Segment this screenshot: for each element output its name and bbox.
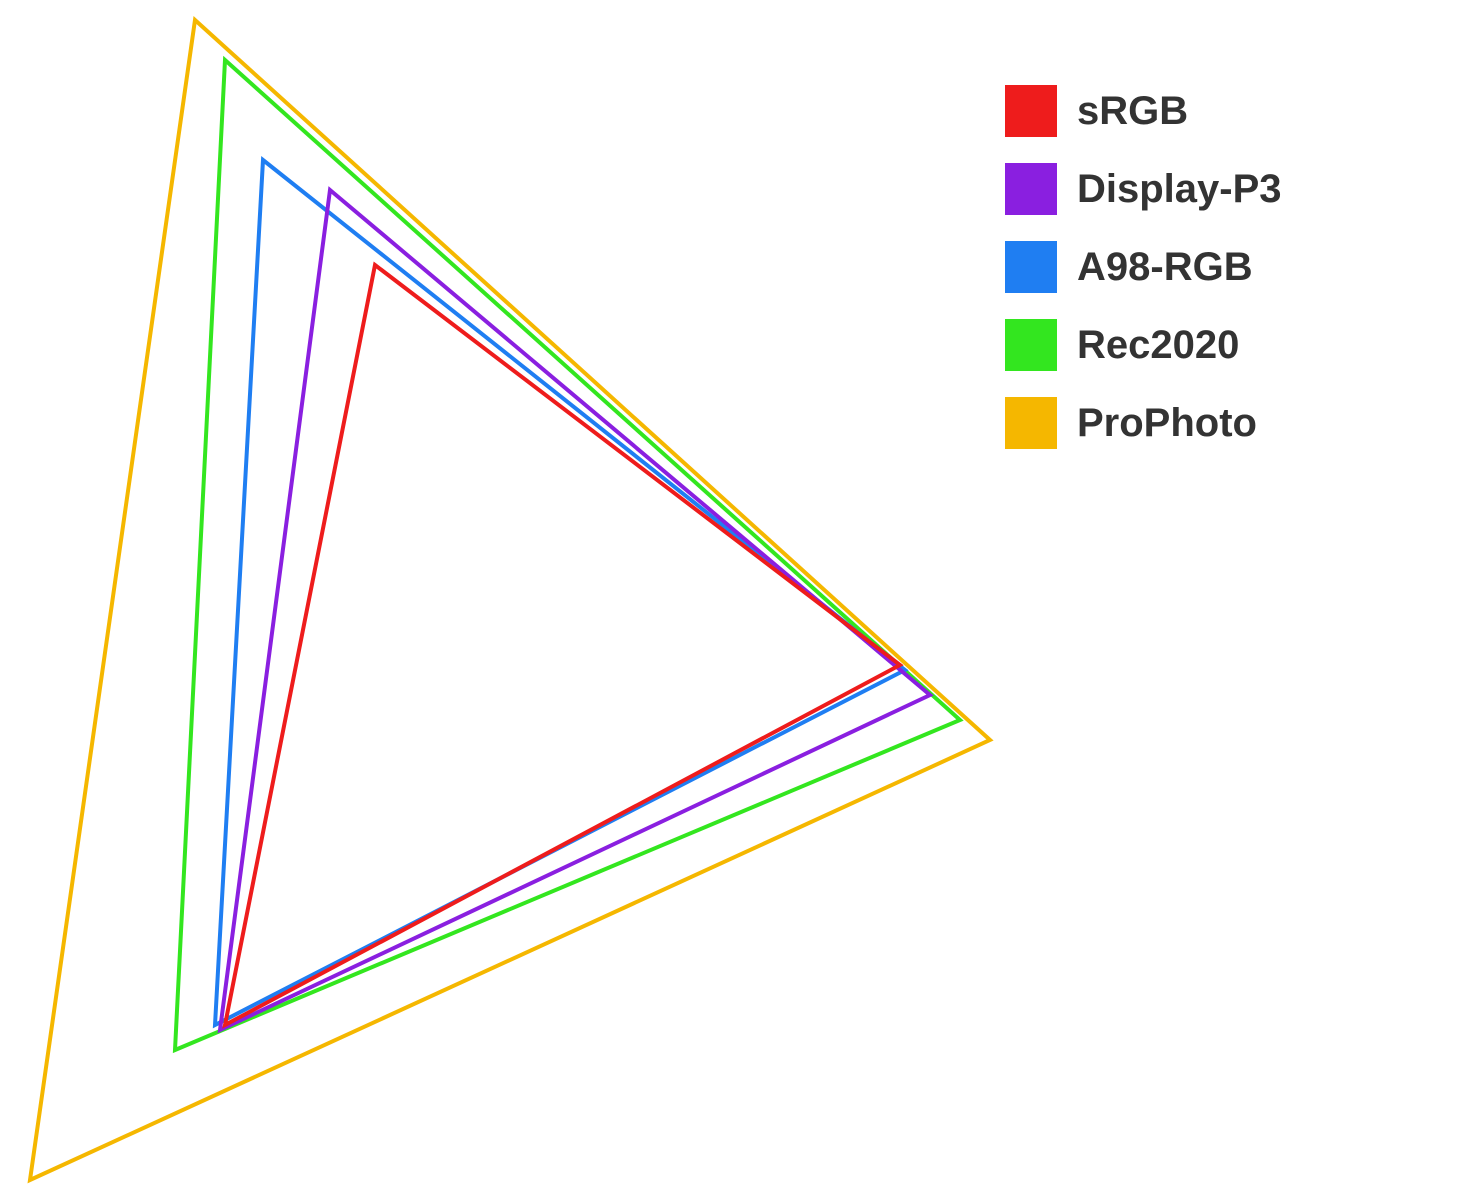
legend-swatch-srgb (1005, 85, 1057, 137)
legend-swatch-prophoto (1005, 397, 1057, 449)
legend-label-a98rgb: A98-RGB (1077, 245, 1253, 290)
legend: sRGB Display-P3 A98-RGB Rec2020 ProPhoto (1005, 72, 1282, 462)
legend-swatch-displayp3 (1005, 163, 1057, 215)
gamut-displayp3 (220, 190, 930, 1030)
legend-swatch-a98rgb (1005, 241, 1057, 293)
legend-item-prophoto: ProPhoto (1005, 384, 1282, 462)
gamut-prophoto (30, 20, 990, 1180)
legend-item-displayp3: Display-P3 (1005, 150, 1282, 228)
legend-label-rec2020: Rec2020 (1077, 323, 1239, 368)
legend-swatch-rec2020 (1005, 319, 1057, 371)
legend-item-rec2020: Rec2020 (1005, 306, 1282, 384)
legend-label-displayp3: Display-P3 (1077, 167, 1282, 212)
gamut-srgb (225, 265, 900, 1025)
legend-item-srgb: sRGB (1005, 72, 1282, 150)
gamut-rec2020 (175, 60, 960, 1050)
legend-item-a98rgb: A98-RGB (1005, 228, 1282, 306)
diagram-stage: sRGB Display-P3 A98-RGB Rec2020 ProPhoto (0, 0, 1473, 1194)
legend-label-prophoto: ProPhoto (1077, 401, 1257, 446)
legend-label-srgb: sRGB (1077, 89, 1188, 134)
